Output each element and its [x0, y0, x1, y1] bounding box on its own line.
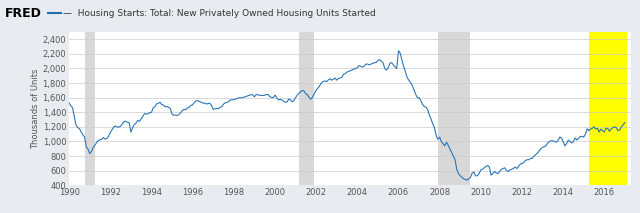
Bar: [589, 32, 627, 185]
Bar: [299, 32, 314, 185]
Bar: [84, 32, 95, 185]
Bar: [438, 32, 470, 185]
Text: FRED: FRED: [5, 7, 42, 20]
Text: —  Housing Starts: Total: New Privately Owned Housing Units Started: — Housing Starts: Total: New Privately O…: [63, 9, 376, 18]
Y-axis label: Thousands of Units: Thousands of Units: [31, 68, 40, 149]
